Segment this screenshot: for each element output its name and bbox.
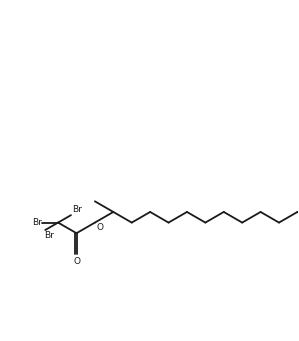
Text: Br: Br bbox=[44, 231, 54, 240]
Text: Br: Br bbox=[32, 218, 42, 227]
Text: Br: Br bbox=[72, 205, 82, 214]
Text: O: O bbox=[73, 257, 80, 266]
Text: O: O bbox=[97, 223, 104, 233]
